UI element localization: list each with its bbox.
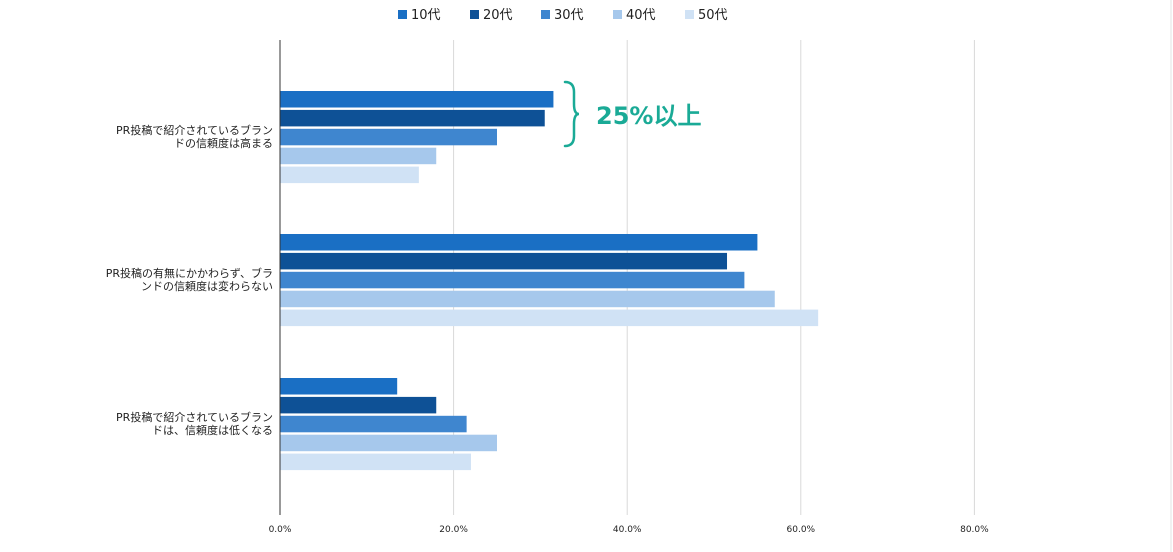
legend-label: 50代: [698, 8, 728, 23]
bar: [280, 166, 419, 184]
bars: [280, 91, 819, 471]
legend-label: 40代: [626, 8, 656, 23]
category-label: PR投稿の有無にかかわらず、ブランドの信頼度は変わらない: [106, 266, 273, 293]
x-axis-ticks: 0.0% 20.0% 40.0% 60.0% 80.0%: [269, 525, 990, 535]
category-label-line: ドの信頼度は高まる: [174, 136, 273, 150]
legend-swatch: [541, 10, 550, 19]
legend-item: 30代: [541, 8, 584, 23]
bar: [280, 378, 398, 395]
bar: [280, 396, 437, 414]
legend-swatch: [398, 10, 407, 19]
brace-shape: [563, 80, 580, 148]
bar: [280, 271, 745, 289]
category-label-line: PR投稿で紹介されているブラン: [116, 123, 273, 137]
category-labels: PR投稿で紹介されているブランドの信頼度は高まるPR投稿の有無にかかわらず、ブラ…: [106, 123, 273, 437]
category-label-line: PR投稿で紹介されているブラン: [116, 410, 273, 424]
bar: [280, 128, 497, 146]
bar: [280, 415, 467, 433]
legend-swatch: [613, 10, 622, 19]
bar: [280, 147, 437, 165]
bar: [280, 453, 471, 471]
legend: 10代 20代 30代 40代 50代: [398, 8, 728, 23]
bar: [280, 109, 545, 127]
legend-item: 40代: [613, 8, 656, 23]
category-label-line: PR投稿の有無にかかわらず、ブラ: [106, 266, 273, 280]
annotation-text: 25%以上: [596, 102, 701, 130]
bar: [280, 434, 497, 452]
legend-label: 20代: [483, 8, 513, 23]
legend-label: 10代: [411, 8, 441, 23]
legend-swatch: [685, 10, 694, 19]
x-tick-label: 80.0%: [960, 525, 989, 535]
bar: [280, 91, 554, 108]
legend-label: 30代: [554, 8, 584, 23]
legend-item: 10代: [398, 8, 441, 23]
x-tick-label: 60.0%: [787, 525, 816, 535]
x-tick-label: 40.0%: [613, 525, 642, 535]
category-label: PR投稿で紹介されているブランドは、信頼度は低くなる: [116, 410, 273, 437]
bar: [280, 234, 758, 251]
x-tick-label: 0.0%: [269, 525, 292, 535]
legend-item: 20代: [470, 8, 513, 23]
category-label: PR投稿で紹介されているブランドの信頼度は高まる: [116, 123, 273, 150]
bar: [280, 252, 728, 270]
category-label-line: ドは、信頼度は低くなる: [152, 423, 273, 437]
bar: [280, 290, 775, 308]
legend-swatch: [470, 10, 479, 19]
legend-item: 50代: [685, 8, 728, 23]
bar: [280, 309, 819, 327]
x-tick-label: 20.0%: [439, 525, 468, 535]
category-label-line: ンドの信頼度は変わらない: [141, 279, 273, 293]
annotation: 25%以上: [563, 80, 701, 148]
